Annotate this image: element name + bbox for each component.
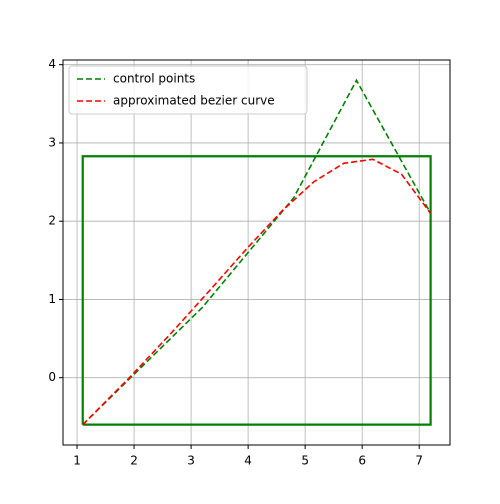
y-tick-label: 1 xyxy=(48,292,56,306)
y-tick-label: 3 xyxy=(48,135,56,149)
x-tick-label: 2 xyxy=(130,454,138,468)
series-line xyxy=(82,78,432,426)
x-tick-label: 1 xyxy=(73,454,81,468)
y-tick-label: 2 xyxy=(48,214,56,228)
rectangle xyxy=(81,155,432,426)
x-tick-label: 5 xyxy=(301,454,309,468)
legend-box xyxy=(68,65,308,115)
y-tick-label: 0 xyxy=(48,370,56,384)
y-tick-label: 4 xyxy=(48,57,56,71)
legend-label: control points xyxy=(113,72,195,86)
legend-label: approximated bezier curve xyxy=(113,94,275,108)
axes-frame xyxy=(62,59,451,446)
series-line xyxy=(82,158,432,426)
x-tick-label: 6 xyxy=(358,454,366,468)
x-tick-label: 7 xyxy=(415,454,423,468)
x-tick-label: 4 xyxy=(244,454,252,468)
x-tick-label: 3 xyxy=(187,454,195,468)
